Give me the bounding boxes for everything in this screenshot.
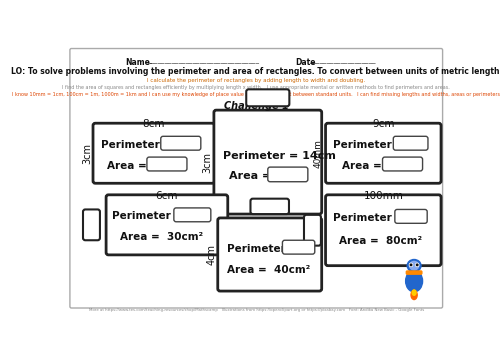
FancyBboxPatch shape [268, 167, 308, 182]
FancyBboxPatch shape [106, 195, 228, 255]
FancyBboxPatch shape [246, 89, 290, 106]
Text: Name: Name [126, 58, 150, 67]
Text: 9cm: 9cm [372, 119, 394, 129]
FancyBboxPatch shape [70, 48, 442, 308]
Text: ________________________________: ________________________________ [147, 58, 259, 64]
FancyBboxPatch shape [304, 215, 321, 246]
FancyBboxPatch shape [282, 240, 315, 254]
Text: Perimeter =: Perimeter = [100, 140, 172, 150]
FancyBboxPatch shape [250, 199, 289, 214]
Text: 100mm: 100mm [364, 191, 403, 201]
FancyBboxPatch shape [394, 136, 428, 150]
FancyBboxPatch shape [382, 157, 422, 171]
Ellipse shape [416, 263, 418, 267]
Text: Perimeter =: Perimeter = [333, 213, 404, 223]
Text: Perimeter =: Perimeter = [227, 244, 298, 254]
Text: Area =: Area = [107, 161, 146, 170]
Text: 40mm: 40mm [314, 139, 322, 168]
Text: Area =: Area = [230, 170, 272, 181]
FancyBboxPatch shape [395, 209, 427, 223]
Text: I calculate the perimeter of rectangles by adding length to width and doubling.: I calculate the perimeter of rectangles … [147, 78, 366, 83]
Text: Area =  40cm²: Area = 40cm² [227, 265, 310, 275]
Text: Perimeter =: Perimeter = [112, 211, 184, 221]
Text: Challenge 1: Challenge 1 [224, 101, 288, 111]
FancyBboxPatch shape [326, 195, 441, 266]
Text: Area =  80cm²: Area = 80cm² [340, 236, 422, 246]
Ellipse shape [410, 263, 412, 267]
FancyBboxPatch shape [214, 110, 322, 214]
Text: Date: Date [295, 58, 316, 67]
Text: Area =  30cm²: Area = 30cm² [120, 232, 203, 242]
Ellipse shape [410, 262, 418, 270]
Text: Perimeter = 14cm: Perimeter = 14cm [223, 151, 336, 161]
FancyBboxPatch shape [174, 208, 211, 222]
Text: Perimeter =: Perimeter = [333, 140, 404, 150]
Ellipse shape [416, 264, 418, 266]
FancyBboxPatch shape [147, 157, 187, 171]
FancyBboxPatch shape [161, 136, 201, 150]
Text: 6cm: 6cm [156, 191, 178, 201]
FancyBboxPatch shape [406, 270, 422, 275]
FancyBboxPatch shape [218, 218, 322, 291]
Text: 3cm: 3cm [82, 143, 92, 164]
Text: 3cm: 3cm [202, 151, 212, 173]
Ellipse shape [407, 259, 421, 272]
FancyBboxPatch shape [83, 209, 100, 240]
Text: 4cm: 4cm [206, 244, 216, 265]
Text: Area =: Area = [342, 161, 382, 170]
Text: More at https://www.tes.com/teaching-resources/shop/Mathscamp   Illustrations fr: More at https://www.tes.com/teaching-res… [88, 308, 424, 312]
Ellipse shape [411, 290, 417, 300]
FancyBboxPatch shape [326, 123, 441, 183]
FancyBboxPatch shape [93, 123, 214, 183]
Ellipse shape [410, 264, 412, 266]
Text: I know 10mm = 1cm, 100cm = 1m, 1000m = 1km and I can use my knowledge of place v: I know 10mm = 1cm, 100cm = 1m, 1000m = 1… [12, 92, 500, 97]
Ellipse shape [412, 290, 416, 295]
Text: I find the area of squares and rectangles efficiently by multiplying length x wi: I find the area of squares and rectangle… [62, 85, 450, 90]
Ellipse shape [406, 270, 422, 292]
Text: ___________________: ___________________ [308, 58, 375, 64]
Text: 8cm: 8cm [142, 119, 165, 129]
Text: LO: To solve problems involving the perimeter and area of rectangles. To convert: LO: To solve problems involving the peri… [10, 67, 500, 76]
